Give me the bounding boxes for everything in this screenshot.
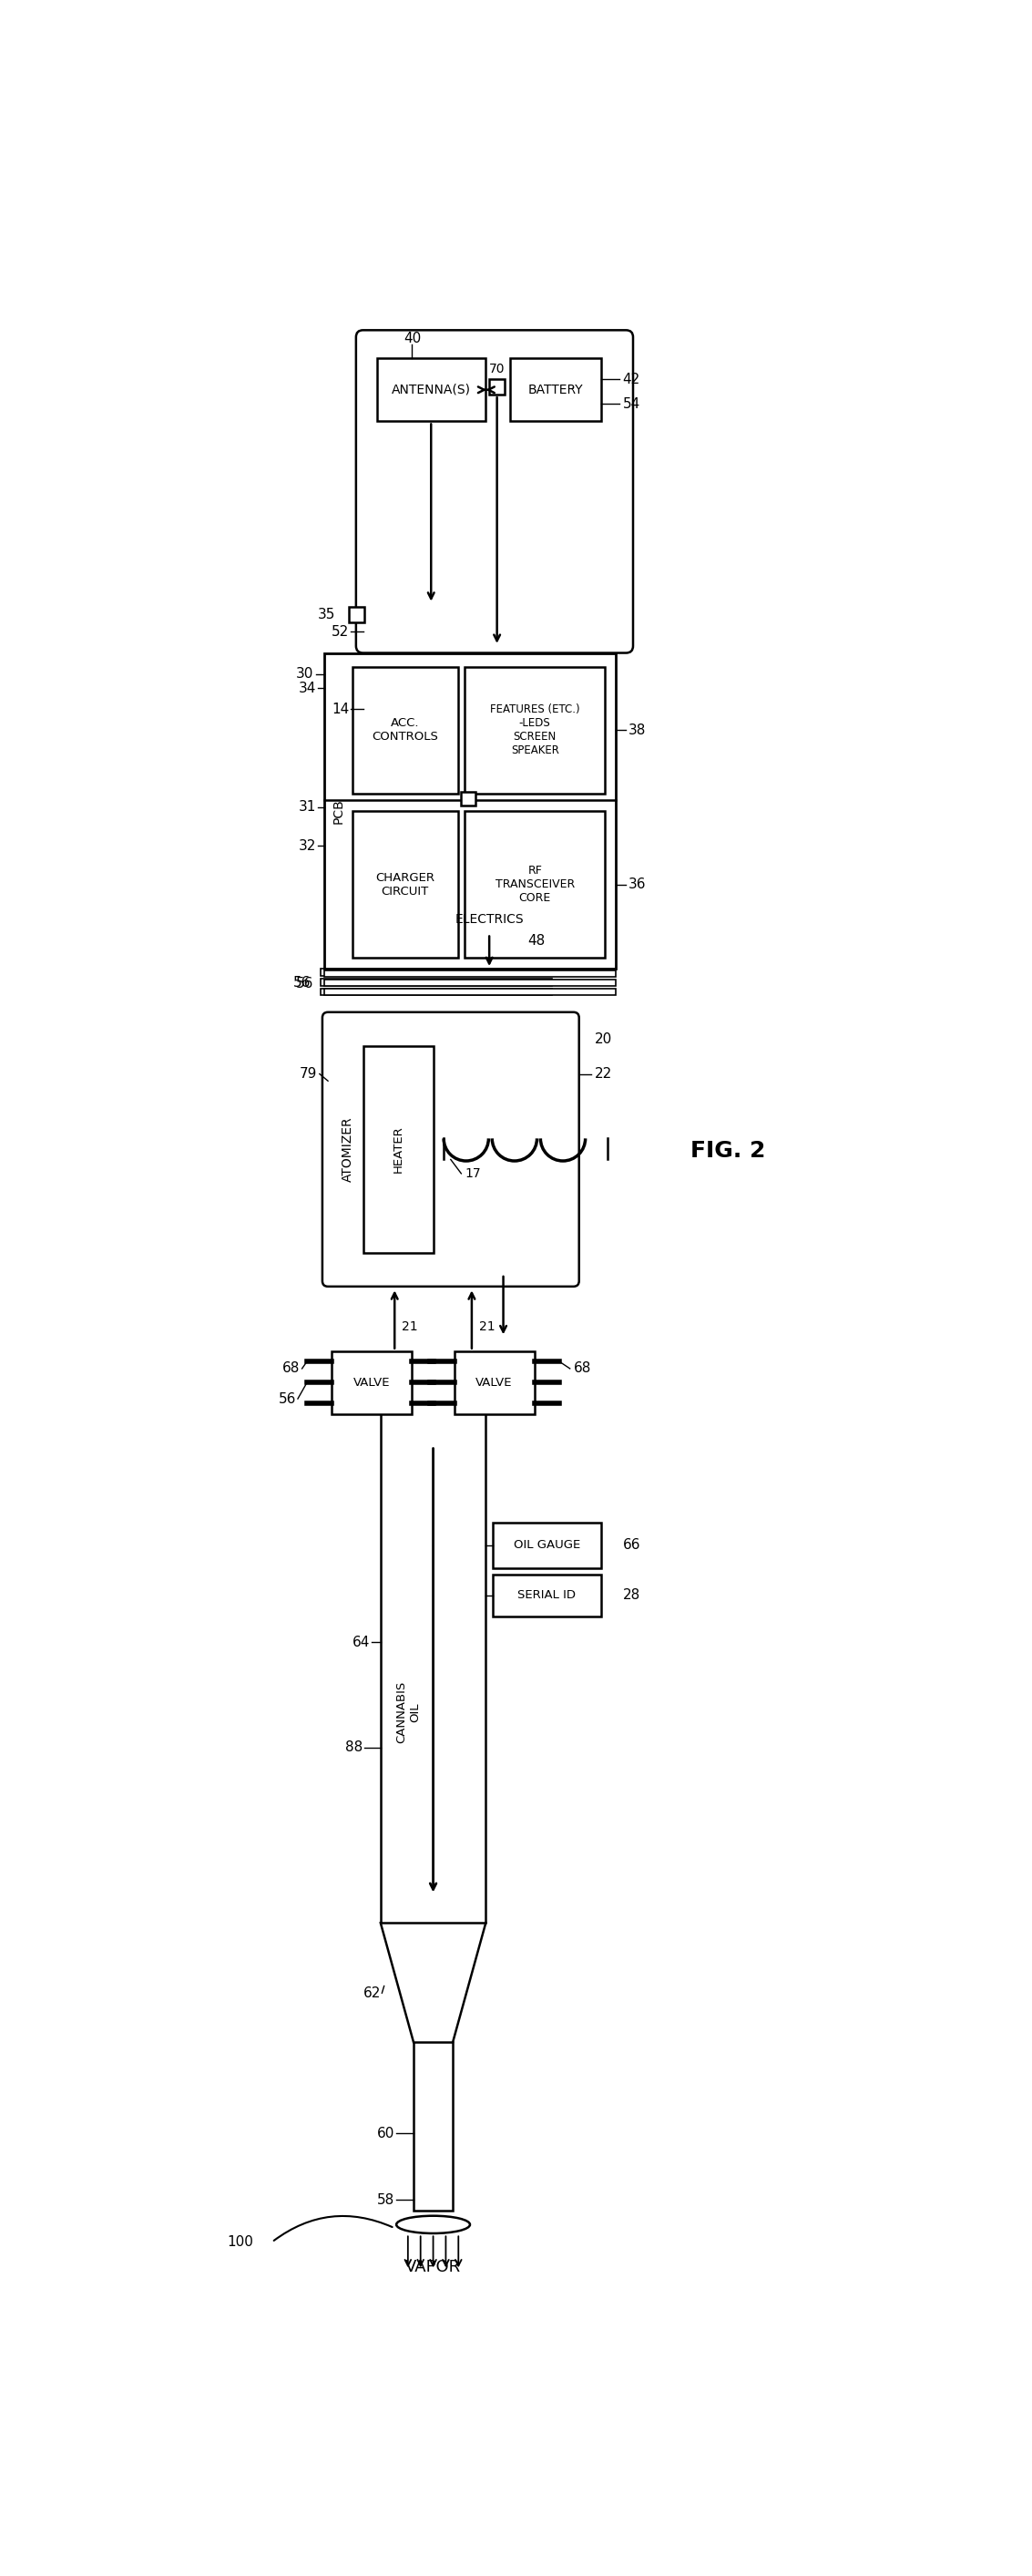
FancyBboxPatch shape bbox=[356, 330, 633, 652]
Text: BATTERY: BATTERY bbox=[528, 384, 583, 397]
Text: PCB: PCB bbox=[332, 799, 345, 824]
Text: OIL GAUGE: OIL GAUGE bbox=[514, 1540, 580, 1551]
Bar bbox=[493, 1574, 602, 1615]
Bar bbox=[489, 379, 505, 394]
Text: 40: 40 bbox=[404, 332, 421, 345]
Text: 100: 100 bbox=[227, 2236, 254, 2249]
Text: 31: 31 bbox=[298, 801, 316, 814]
Text: 58: 58 bbox=[377, 2192, 394, 2208]
Text: ANTENNA(S): ANTENNA(S) bbox=[391, 384, 471, 397]
Text: SERIAL ID: SERIAL ID bbox=[518, 1589, 576, 1602]
Bar bbox=[510, 358, 602, 422]
Bar bbox=[377, 358, 486, 422]
Text: 22: 22 bbox=[594, 1066, 612, 1082]
Text: 70: 70 bbox=[489, 363, 505, 376]
Text: 42: 42 bbox=[622, 374, 640, 386]
Text: CHARGER
CIRCUIT: CHARGER CIRCUIT bbox=[376, 871, 434, 896]
Bar bbox=[324, 979, 615, 987]
Text: 68: 68 bbox=[283, 1363, 300, 1376]
Text: 48: 48 bbox=[527, 933, 545, 948]
Bar bbox=[349, 608, 364, 623]
Ellipse shape bbox=[396, 2215, 470, 2233]
Bar bbox=[464, 667, 605, 793]
Text: RF
TRANSCEIVER
CORE: RF TRANSCEIVER CORE bbox=[495, 866, 575, 904]
Bar bbox=[353, 811, 458, 958]
Text: 21: 21 bbox=[401, 1319, 418, 1332]
Text: 52: 52 bbox=[331, 626, 349, 639]
Text: 20: 20 bbox=[594, 1033, 612, 1046]
Text: ELECTRICS: ELECTRICS bbox=[455, 912, 523, 925]
Text: FIG. 2: FIG. 2 bbox=[690, 1141, 766, 1162]
Text: FEATURES (ETC.)
-LEDS
SCREEN
SPEAKER: FEATURES (ETC.) -LEDS SCREEN SPEAKER bbox=[490, 703, 580, 757]
Text: 32: 32 bbox=[298, 840, 316, 853]
Text: HEATER: HEATER bbox=[392, 1126, 404, 1172]
Bar bbox=[321, 979, 552, 987]
Text: CANNABIS
OIL: CANNABIS OIL bbox=[396, 1682, 421, 1744]
Text: VALVE: VALVE bbox=[476, 1376, 513, 1388]
Text: 28: 28 bbox=[622, 1589, 640, 1602]
Text: ACC.
CONTROLS: ACC. CONTROLS bbox=[372, 716, 439, 742]
Text: 21: 21 bbox=[479, 1319, 494, 1332]
Text: 88: 88 bbox=[346, 1741, 363, 1754]
Bar bbox=[324, 989, 615, 994]
Text: 36: 36 bbox=[628, 878, 646, 891]
Text: 56: 56 bbox=[296, 976, 314, 992]
Text: VALVE: VALVE bbox=[353, 1376, 390, 1388]
Text: 54: 54 bbox=[622, 397, 640, 410]
Bar bbox=[454, 1350, 535, 1414]
Text: 34: 34 bbox=[298, 680, 316, 696]
Bar bbox=[331, 1350, 412, 1414]
Text: ATOMIZER: ATOMIZER bbox=[342, 1115, 354, 1182]
Bar bbox=[493, 1522, 602, 1569]
Bar bbox=[353, 667, 458, 793]
Bar bbox=[321, 969, 552, 976]
Text: 79: 79 bbox=[299, 1066, 318, 1082]
Text: 38: 38 bbox=[628, 724, 646, 737]
Text: 66: 66 bbox=[622, 1538, 640, 1553]
Text: 60: 60 bbox=[377, 2128, 394, 2141]
Bar bbox=[324, 652, 615, 969]
Text: VAPOR: VAPOR bbox=[406, 2259, 461, 2275]
Bar bbox=[321, 989, 552, 994]
FancyBboxPatch shape bbox=[322, 1012, 579, 1285]
Bar bbox=[363, 1046, 433, 1252]
Text: 68: 68 bbox=[574, 1363, 591, 1376]
Bar bbox=[381, 1383, 486, 1922]
Bar bbox=[461, 791, 476, 806]
Bar bbox=[414, 2043, 453, 2210]
Text: 62: 62 bbox=[363, 1986, 381, 1999]
Text: 30: 30 bbox=[296, 667, 314, 680]
Text: 64: 64 bbox=[352, 1636, 370, 1649]
Text: 56: 56 bbox=[293, 976, 311, 989]
Bar bbox=[464, 811, 605, 958]
Text: 56: 56 bbox=[279, 1391, 296, 1406]
Bar bbox=[324, 971, 615, 976]
Text: 35: 35 bbox=[317, 608, 335, 621]
Text: 14: 14 bbox=[331, 703, 349, 716]
Text: 17: 17 bbox=[464, 1167, 481, 1180]
